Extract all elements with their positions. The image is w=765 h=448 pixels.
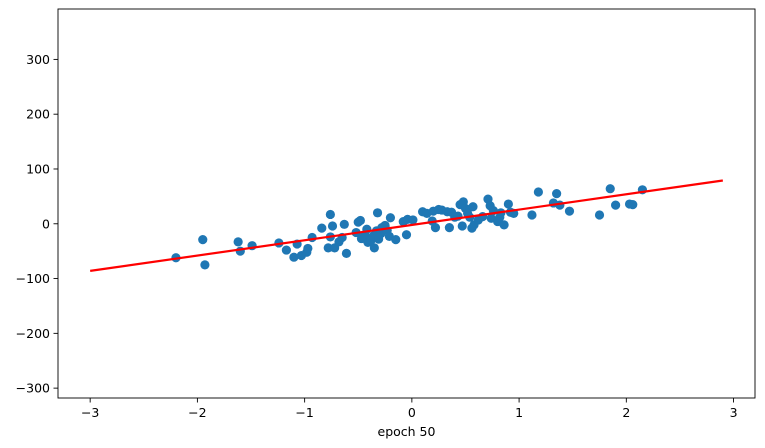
scatter-point bbox=[628, 199, 638, 210]
x-axis-label: epoch 50 bbox=[378, 424, 436, 439]
scatter-point bbox=[339, 219, 349, 229]
y-tick-label: −100 bbox=[16, 271, 50, 286]
scatter-point bbox=[552, 189, 562, 199]
scatter-point bbox=[533, 187, 543, 197]
scatter-point bbox=[564, 206, 575, 216]
scatter-point bbox=[303, 243, 313, 254]
scatter-point bbox=[430, 223, 441, 233]
scatter-point bbox=[198, 235, 208, 245]
scatter-point bbox=[468, 202, 478, 212]
scatter-point bbox=[325, 209, 335, 220]
scatter-point bbox=[323, 243, 333, 253]
x-tick-label: 3 bbox=[730, 405, 738, 420]
y-tick-label: 0 bbox=[42, 216, 50, 231]
scatter-point bbox=[385, 213, 396, 223]
scatter-point bbox=[499, 220, 509, 230]
scatter-point bbox=[327, 221, 338, 231]
scatter-point bbox=[527, 210, 537, 220]
y-tick-label: 200 bbox=[26, 107, 50, 122]
scatter-point bbox=[391, 235, 401, 245]
y-tick-label: −300 bbox=[16, 381, 50, 396]
plot-frame bbox=[57, 8, 756, 399]
y-axis: −300 −200 −100 0 100 200 300 bbox=[16, 52, 58, 396]
scatter-point bbox=[200, 260, 210, 270]
scatter-point bbox=[233, 237, 243, 247]
scatter-point bbox=[281, 245, 292, 255]
y-tick-label: −200 bbox=[16, 326, 50, 341]
chart-marks bbox=[90, 179, 723, 272]
scatter-point bbox=[355, 215, 365, 226]
x-tick-label: −3 bbox=[81, 405, 99, 420]
y-tick-label: 300 bbox=[26, 52, 50, 67]
scatter-point bbox=[503, 199, 513, 209]
regression-line bbox=[90, 179, 723, 272]
scatter-point bbox=[444, 223, 454, 233]
x-tick-label: 1 bbox=[515, 405, 523, 420]
x-axis: −3 −2 −1 0 1 2 3 bbox=[81, 398, 738, 420]
scatter-point bbox=[317, 223, 327, 233]
x-tick-label: 2 bbox=[622, 405, 630, 420]
x-tick-label: −2 bbox=[188, 405, 206, 420]
x-tick-label: 0 bbox=[408, 405, 416, 420]
scatter-point bbox=[605, 184, 615, 194]
scatter-point bbox=[289, 252, 299, 262]
scatter-point bbox=[369, 243, 379, 253]
scatter-point bbox=[457, 221, 467, 231]
scatter-point bbox=[408, 215, 418, 225]
x-tick-label: −1 bbox=[295, 405, 313, 420]
scatter-point bbox=[401, 230, 412, 240]
scatter-point bbox=[594, 210, 605, 220]
scatter-point bbox=[341, 248, 352, 258]
scatter-point bbox=[611, 200, 621, 210]
scatter-point bbox=[372, 208, 383, 218]
y-tick-label: 100 bbox=[26, 161, 50, 176]
